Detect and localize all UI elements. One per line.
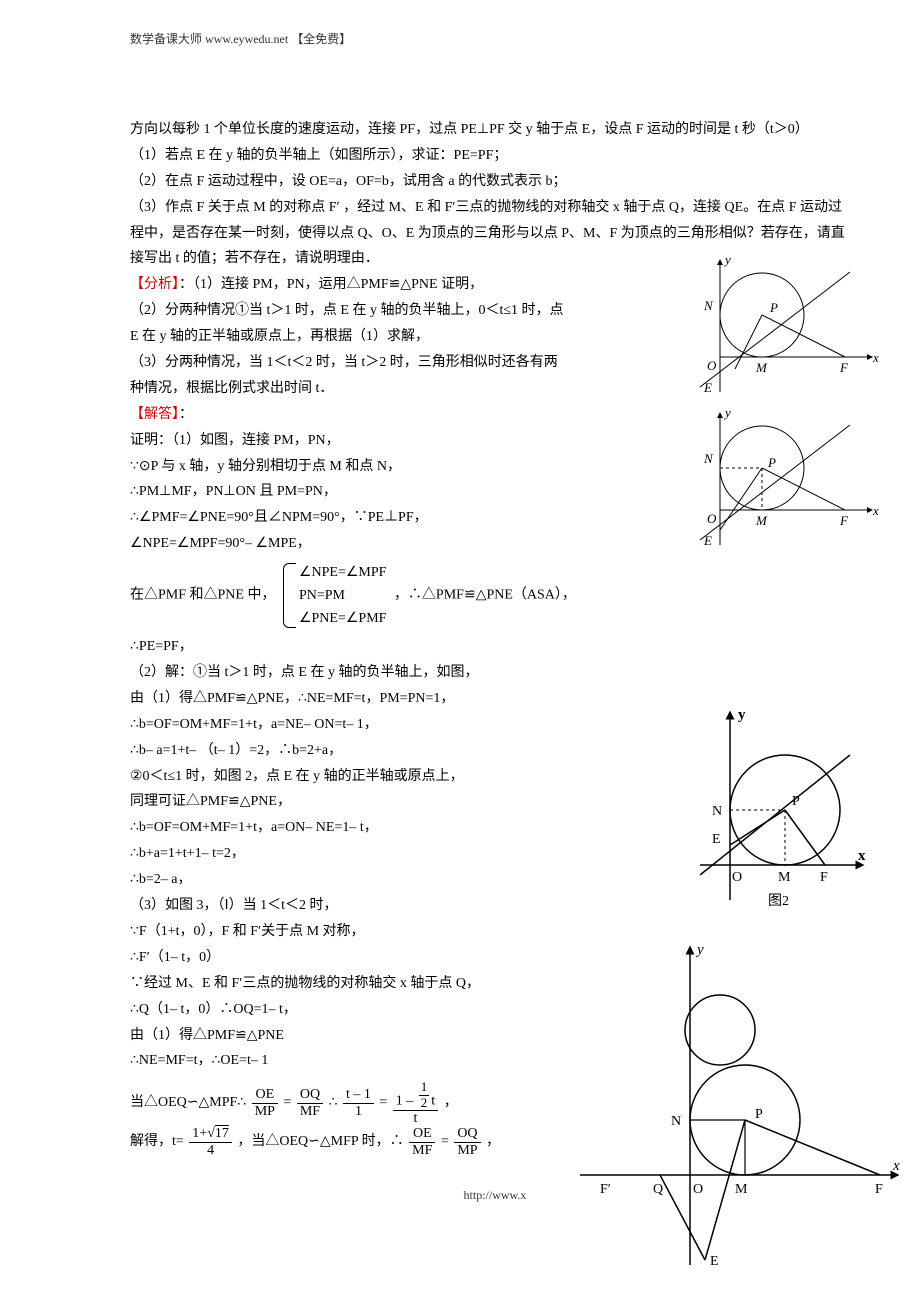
svg-text:O: O (707, 511, 717, 526)
solve-19: ∴F′（1– t，0） (130, 945, 560, 971)
header-site: 数学备课大师 (130, 32, 202, 46)
svg-text:F: F (875, 1182, 883, 1197)
svg-text:F: F (820, 870, 828, 885)
solve-23: ∴NE=MF=t，∴OE=t– 1 (130, 1048, 560, 1074)
frac-oq-mp: OQMP (454, 1126, 480, 1158)
page-header: 数学备课大师 www.eywedu.net 【全免费】 (130, 30, 860, 47)
svg-text:x: x (892, 1158, 900, 1174)
svg-text:M: M (735, 1182, 748, 1197)
svg-text:F: F (839, 360, 849, 375)
svg-text:x: x (872, 503, 879, 518)
svg-text:图2: 图2 (768, 894, 789, 909)
svg-text:E: E (703, 380, 712, 395)
header-tag: 【全免费】 (291, 32, 351, 46)
svg-text:O: O (707, 358, 717, 373)
svg-text:F: F (839, 513, 849, 528)
frac-t2: 1 – 12t t (393, 1080, 438, 1126)
solve-4: ∴∠PMF=∠PNE=90°且∠NPM=90°，∵PE⊥PF， (130, 505, 570, 531)
content: 方向以每秒 1 个单位长度的速度运动，连接 PF，过点 PE⊥PF 交 y 轴于… (130, 117, 860, 1158)
svg-text:E: E (710, 1254, 719, 1269)
frac-oq-mf: OQMF (297, 1087, 323, 1119)
solve-15: ∴b+a=1+t+1– t=2， (130, 841, 560, 867)
analysis-2: （2）分两种情况①当 t＞1 时，点 E 在 y 轴的负半轴上，0＜t≤1 时，… (130, 298, 570, 350)
solve-14: ∴b=OF=OM+MF=1+t，a=ON– NE=1– t， (130, 815, 560, 841)
svg-text:y: y (695, 942, 704, 958)
solve-label: 【解答】 (130, 407, 179, 422)
svg-text:N: N (712, 804, 722, 819)
case-brace: ∠NPE=∠MPF PN=PM ∠PNE=∠PMF (283, 561, 386, 630)
analysis-3: （3）分两种情况，当 1＜t＜2 时，当 t＞2 时，三角形相似时还各有两种情况… (130, 350, 570, 402)
solve-20: ∵经过 M、E 和 F′三点的抛物线的对称轴交 x 轴于点 Q， (130, 971, 560, 997)
svg-text:O: O (732, 870, 742, 885)
svg-text:x: x (872, 350, 879, 365)
analysis-label: 【分析】 (130, 277, 179, 292)
svg-text:O: O (693, 1182, 703, 1197)
svg-text:P: P (767, 455, 776, 470)
solve-3: ∴PM⊥MF，PN⊥ON 且 PM=PN， (130, 479, 570, 505)
svg-text:M: M (778, 870, 791, 885)
solve-6: 在△PMF 和△PNE 中， ∠NPE=∠MPF PN=PM ∠PNE=∠PMF… (130, 561, 860, 630)
figure-1: y x N P O M F E (690, 252, 890, 402)
solve-8: （2）解：①当 t＞1 时，点 E 在 y 轴的负半轴上，如图， (130, 660, 560, 686)
solve-24: 当△OEQ∽△MPF∴ OEMP = OQMF ∴ t – 11 = 1 – 1… (130, 1080, 860, 1126)
solve-0: 【解答】： (130, 402, 570, 428)
svg-text:N: N (703, 298, 714, 313)
solve-2: ∵⊙P 与 x 轴，y 轴分别相切于点 M 和点 N， (130, 454, 570, 480)
figure-1b: y x N P O M F E (690, 405, 890, 555)
question-2: （2）在点 F 运动过程中，设 OE=a，OF=b，试用含 a 的代数式表示 b… (130, 169, 860, 195)
question-1: （1）若点 E 在 y 轴的负半轴上（如图所示），求证：PE=PF； (130, 143, 860, 169)
svg-text:Q: Q (653, 1182, 663, 1197)
solve-25: 解得，t= 1+√17 4 ，当△OEQ∽△MFP 时，∴ OEMF = OQM… (130, 1126, 860, 1158)
svg-text:x: x (858, 848, 866, 864)
svg-text:P: P (769, 300, 778, 315)
solve-9: 由（1）得△PMF≌△PNE，∴NE=MF=t，PM=PN=1， (130, 686, 560, 712)
frac-t1: t – 11 (343, 1087, 374, 1119)
solve-5: ∠NPE=∠MPF=90°– ∠MPE， (130, 531, 570, 557)
figure-2: y x N E P O M F 图2 (690, 705, 870, 915)
svg-text:E: E (703, 533, 712, 548)
frac-oe-mp: OEMP (252, 1087, 278, 1119)
svg-text:y: y (723, 252, 731, 267)
frac-root17: 1+√17 4 (189, 1126, 232, 1158)
solve-7: ∴PE=PF， (130, 634, 860, 660)
solve-16: ∴b=2– a， (130, 867, 560, 893)
svg-text:N: N (703, 451, 714, 466)
solve-18: ∵F（1+t，0），F 和 F′关于点 M 对称， (130, 919, 560, 945)
solve-12: ②0＜t≤1 时，如图 2，点 E 在 y 轴的正半轴或原点上， (130, 764, 560, 790)
svg-text:E: E (712, 832, 721, 847)
solve-11: ∴b– a=1+t– （t– 1）=2，∴b=2+a， (130, 738, 560, 764)
solve-21: ∴Q（1– t，0）∴OQ=1– t， (130, 997, 560, 1023)
header-url: www.eywedu.net (205, 32, 288, 46)
svg-text:M: M (755, 513, 768, 528)
solve-10: ∴b=OF=OM+MF=1+t，a=NE– ON=t– 1， (130, 712, 560, 738)
svg-text:P: P (792, 794, 800, 809)
frac-oe-mf: OEMF (409, 1126, 435, 1158)
solve-22: 由（1）得△PMF≌△PNE (130, 1023, 560, 1049)
svg-text:y: y (738, 707, 746, 723)
solve-1: 证明：（1）如图，连接 PM，PN， (130, 428, 570, 454)
svg-text:y: y (723, 405, 731, 420)
svg-text:M: M (755, 360, 768, 375)
analysis-1: 【分析】：（1）连接 PM，PN，运用△PMF≌△PNE 证明， (130, 272, 570, 298)
solve-17: （3）如图 3，（Ⅰ）当 1＜t＜2 时， (130, 893, 560, 919)
solve-13: 同理可证△PMF≌△PNE， (130, 789, 560, 815)
para-intro: 方向以每秒 1 个单位长度的速度运动，连接 PF，过点 PE⊥PF 交 y 轴于… (130, 117, 860, 143)
svg-text:F′: F′ (600, 1182, 611, 1197)
